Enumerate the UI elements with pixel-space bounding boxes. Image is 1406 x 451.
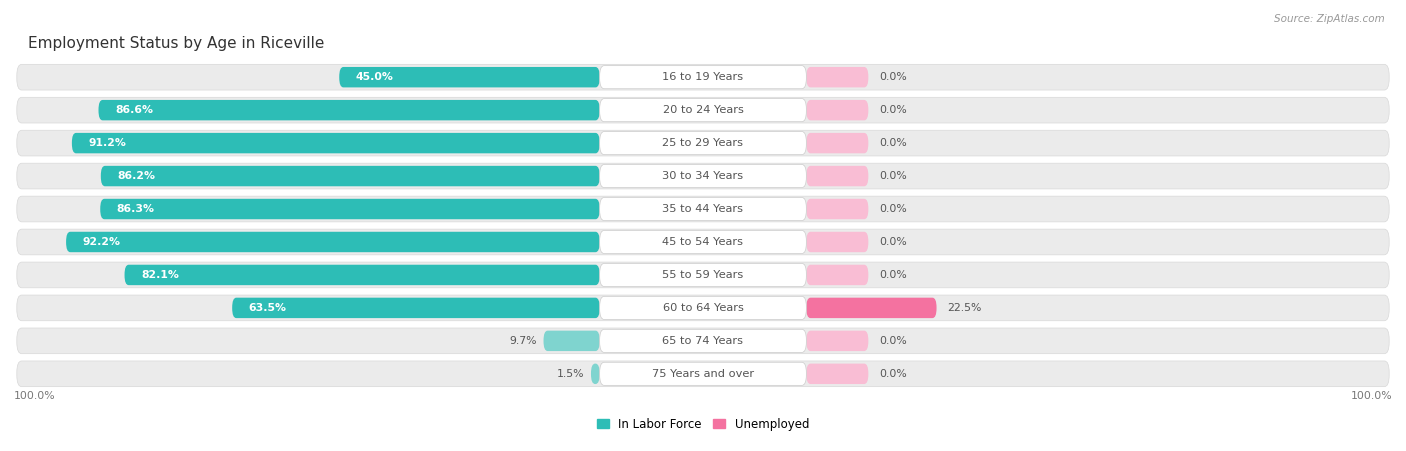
Text: 100.0%: 100.0% [14, 391, 56, 401]
Text: 91.2%: 91.2% [89, 138, 127, 148]
FancyBboxPatch shape [807, 166, 869, 186]
FancyBboxPatch shape [17, 64, 1389, 90]
FancyBboxPatch shape [66, 232, 599, 252]
FancyBboxPatch shape [807, 331, 869, 351]
Text: 82.1%: 82.1% [141, 270, 179, 280]
Text: Employment Status by Age in Riceville: Employment Status by Age in Riceville [28, 36, 325, 51]
Text: Source: ZipAtlas.com: Source: ZipAtlas.com [1274, 14, 1385, 23]
FancyBboxPatch shape [599, 132, 807, 155]
FancyBboxPatch shape [599, 165, 807, 188]
Text: 63.5%: 63.5% [249, 303, 287, 313]
FancyBboxPatch shape [17, 328, 1389, 354]
FancyBboxPatch shape [72, 133, 599, 153]
Text: 25 to 29 Years: 25 to 29 Years [662, 138, 744, 148]
FancyBboxPatch shape [599, 198, 807, 221]
FancyBboxPatch shape [17, 196, 1389, 222]
FancyBboxPatch shape [599, 263, 807, 286]
FancyBboxPatch shape [599, 362, 807, 385]
Text: 86.3%: 86.3% [117, 204, 155, 214]
Text: 0.0%: 0.0% [879, 270, 907, 280]
Text: 100.0%: 100.0% [1350, 391, 1392, 401]
Text: 92.2%: 92.2% [83, 237, 121, 247]
FancyBboxPatch shape [101, 166, 599, 186]
FancyBboxPatch shape [17, 163, 1389, 189]
FancyBboxPatch shape [599, 66, 807, 89]
Text: 0.0%: 0.0% [879, 72, 907, 82]
FancyBboxPatch shape [807, 133, 869, 153]
Text: 22.5%: 22.5% [948, 303, 981, 313]
Text: 45 to 54 Years: 45 to 54 Years [662, 237, 744, 247]
FancyBboxPatch shape [17, 262, 1389, 288]
FancyBboxPatch shape [807, 67, 869, 87]
Text: 30 to 34 Years: 30 to 34 Years [662, 171, 744, 181]
Text: 0.0%: 0.0% [879, 138, 907, 148]
Text: 55 to 59 Years: 55 to 59 Years [662, 270, 744, 280]
FancyBboxPatch shape [339, 67, 599, 87]
FancyBboxPatch shape [599, 329, 807, 352]
Text: 0.0%: 0.0% [879, 105, 907, 115]
FancyBboxPatch shape [807, 232, 869, 252]
FancyBboxPatch shape [807, 265, 869, 285]
FancyBboxPatch shape [807, 298, 936, 318]
Text: 0.0%: 0.0% [879, 171, 907, 181]
FancyBboxPatch shape [599, 99, 807, 122]
FancyBboxPatch shape [17, 130, 1389, 156]
Legend: In Labor Force, Unemployed: In Labor Force, Unemployed [592, 413, 814, 436]
FancyBboxPatch shape [17, 295, 1389, 321]
Text: 65 to 74 Years: 65 to 74 Years [662, 336, 744, 346]
Text: 16 to 19 Years: 16 to 19 Years [662, 72, 744, 82]
FancyBboxPatch shape [17, 229, 1389, 255]
FancyBboxPatch shape [599, 296, 807, 319]
Text: 0.0%: 0.0% [879, 237, 907, 247]
Text: 35 to 44 Years: 35 to 44 Years [662, 204, 744, 214]
FancyBboxPatch shape [544, 331, 599, 351]
FancyBboxPatch shape [232, 298, 599, 318]
Text: 86.2%: 86.2% [117, 171, 155, 181]
Text: 0.0%: 0.0% [879, 336, 907, 346]
Text: 9.7%: 9.7% [509, 336, 537, 346]
FancyBboxPatch shape [807, 100, 869, 120]
Text: 0.0%: 0.0% [879, 204, 907, 214]
Text: 45.0%: 45.0% [356, 72, 394, 82]
FancyBboxPatch shape [100, 199, 599, 219]
Text: 0.0%: 0.0% [879, 369, 907, 379]
Text: 86.6%: 86.6% [115, 105, 153, 115]
FancyBboxPatch shape [125, 265, 599, 285]
FancyBboxPatch shape [591, 364, 599, 384]
Text: 75 Years and over: 75 Years and over [652, 369, 754, 379]
FancyBboxPatch shape [807, 199, 869, 219]
Text: 1.5%: 1.5% [557, 369, 583, 379]
Text: 60 to 64 Years: 60 to 64 Years [662, 303, 744, 313]
FancyBboxPatch shape [807, 364, 869, 384]
FancyBboxPatch shape [17, 97, 1389, 123]
FancyBboxPatch shape [98, 100, 599, 120]
FancyBboxPatch shape [17, 361, 1389, 387]
Text: 20 to 24 Years: 20 to 24 Years [662, 105, 744, 115]
FancyBboxPatch shape [599, 230, 807, 253]
